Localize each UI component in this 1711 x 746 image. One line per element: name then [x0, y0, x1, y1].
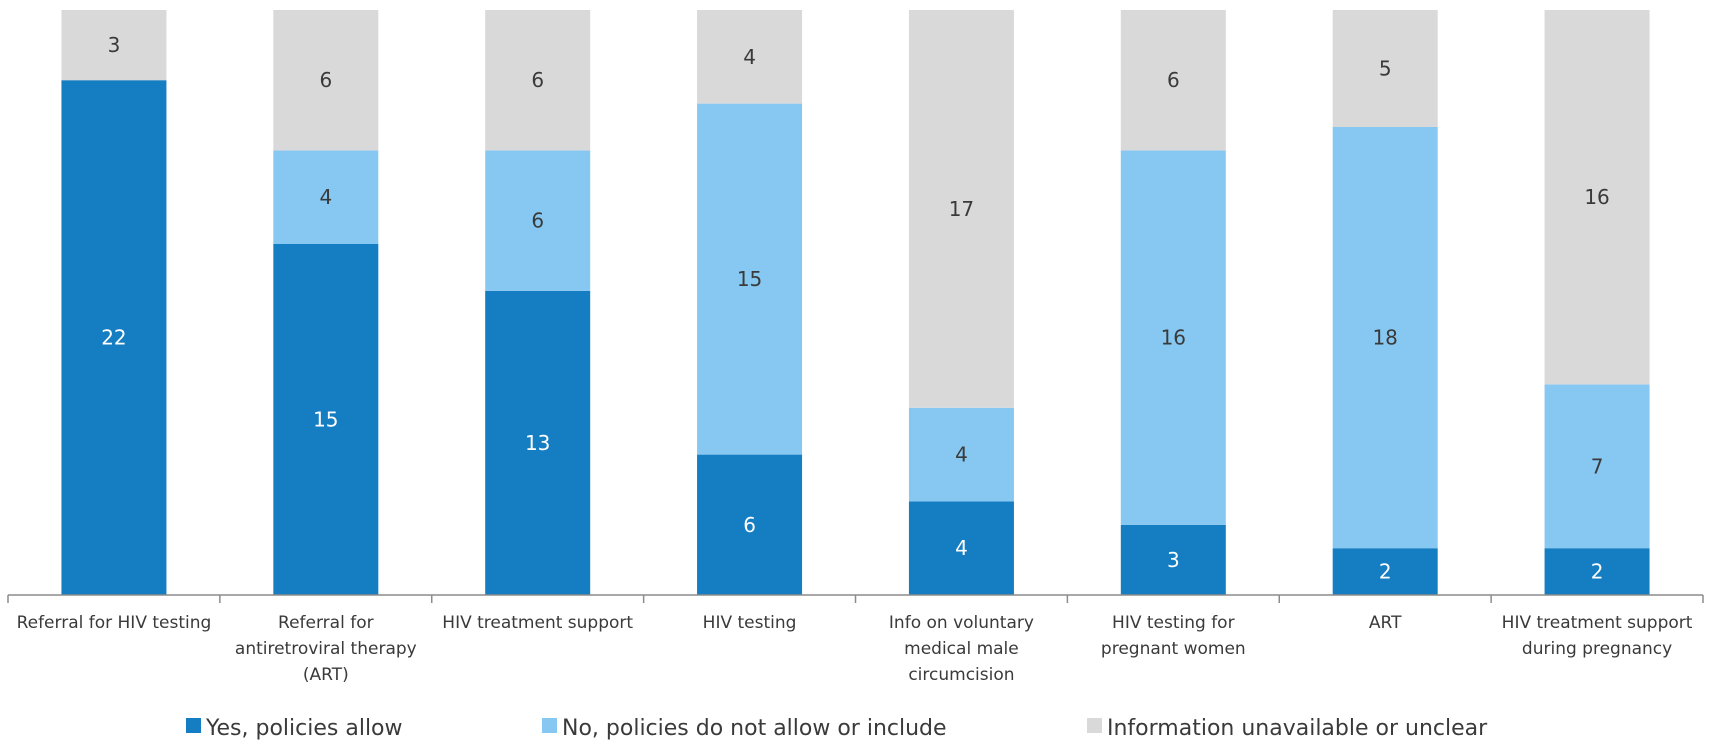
legend-item: Yes, policies allow	[186, 716, 403, 741]
legend-item: No, policies do not allow or include	[542, 716, 947, 741]
category-tick-label: HIV treatment support during pregnancy	[1502, 613, 1693, 659]
data-label: 15	[313, 408, 338, 432]
legend-swatch	[1087, 718, 1102, 733]
data-label: 22	[101, 326, 126, 350]
category-tick-label: HIV treatment support	[442, 613, 633, 633]
data-label: 6	[743, 513, 756, 537]
category-tick-label-line: circumcision	[908, 665, 1014, 685]
category-tick-label-line: during pregnancy	[1522, 639, 1672, 659]
category-tick-label-line: medical male	[904, 639, 1019, 659]
bar-segment	[485, 150, 591, 291]
bar-segment	[485, 290, 591, 595]
bar-segment	[1332, 548, 1438, 595]
data-label: 16	[1161, 326, 1186, 350]
category-tick-label-line: antiretroviral therapy	[235, 639, 417, 659]
bar-segment	[273, 10, 379, 151]
bar-segment	[1544, 548, 1650, 595]
data-label: 4	[955, 443, 968, 467]
data-label: 2	[1379, 560, 1392, 584]
bar-segment	[697, 454, 803, 595]
bar-segment	[697, 10, 803, 104]
category-tick-label-line: Info on voluntary	[889, 613, 1034, 633]
category-tick-label-line: HIV treatment support	[1502, 613, 1693, 633]
data-label: 5	[1379, 57, 1392, 81]
bar-segment	[61, 80, 167, 595]
data-label: 4	[319, 185, 332, 209]
legend-label: Information unavailable or unclear	[1107, 716, 1488, 741]
bar-segment	[1332, 10, 1438, 127]
bar-segment	[908, 407, 1014, 502]
category-tick-label-line: HIV testing	[703, 613, 797, 633]
x-axis	[7, 594, 1704, 603]
bar-segment	[908, 501, 1014, 595]
category-tick-label-line: (ART)	[303, 665, 349, 685]
data-label: 4	[955, 536, 968, 560]
category-tick-label-line: Referral for	[278, 613, 374, 633]
bar-segment	[485, 10, 591, 151]
legend-item: Information unavailable or unclear	[1087, 716, 1488, 741]
bar-segment	[273, 150, 379, 244]
legend-swatch	[186, 718, 201, 733]
bar-segment	[273, 244, 379, 595]
bar-segment	[908, 10, 1014, 408]
category-labels-group: Referral for HIV testing Referral for anti…	[17, 613, 1693, 685]
data-label: 13	[525, 431, 550, 455]
data-label: 18	[1372, 326, 1397, 350]
category-tick-label-line: HIV testing for	[1112, 613, 1235, 633]
bar-segment	[1120, 150, 1226, 525]
category-tick-label-line: Referral for HIV testing	[17, 613, 212, 633]
bar-segment	[61, 10, 167, 81]
legend: Yes, policies allow No, policies do not a…	[186, 716, 1488, 741]
category-tick-label: HIV testing	[703, 613, 797, 633]
data-label: 2	[1591, 560, 1604, 584]
category-tick-label: Referral for antiretroviral therapy (ART)	[235, 613, 417, 685]
data-label: 3	[108, 33, 121, 57]
bar-segment	[1332, 127, 1438, 549]
category-tick-label-line: HIV treatment support	[442, 613, 633, 633]
legend-swatch	[542, 718, 557, 733]
category-tick-label-line: pregnant women	[1101, 639, 1246, 659]
data-label: 6	[531, 68, 544, 92]
bar-segment	[1544, 384, 1650, 549]
segment-labels-group: 22 3 15 4 6 13 6 6 6 15 4 4 4 17 3 16 6 2 18 5 2 7 16	[101, 33, 1610, 584]
legend-label: No, policies do not allow or include	[562, 716, 947, 741]
category-tick-label: ART	[1369, 613, 1402, 633]
bar-segment	[1120, 10, 1226, 151]
category-tick-label-line: ART	[1369, 613, 1402, 633]
bar-segment	[697, 103, 803, 455]
bar-segment	[1120, 524, 1226, 595]
category-tick-label: Referral for HIV testing	[17, 613, 212, 633]
category-tick-label: HIV testing for pregnant women	[1101, 613, 1246, 659]
data-label: 3	[1167, 548, 1180, 572]
bars-group	[61, 10, 1650, 595]
data-label: 4	[743, 45, 756, 69]
data-label: 6	[319, 68, 332, 92]
legend-label: Yes, policies allow	[205, 716, 403, 741]
data-label: 6	[531, 209, 544, 233]
bar-segment	[1544, 10, 1650, 385]
data-label: 7	[1591, 454, 1604, 478]
data-label: 15	[737, 267, 762, 291]
data-label: 6	[1167, 68, 1180, 92]
data-label: 17	[949, 197, 974, 221]
category-tick-label: Info on voluntary medical male circumcisio…	[889, 613, 1034, 685]
data-label: 16	[1584, 185, 1609, 209]
